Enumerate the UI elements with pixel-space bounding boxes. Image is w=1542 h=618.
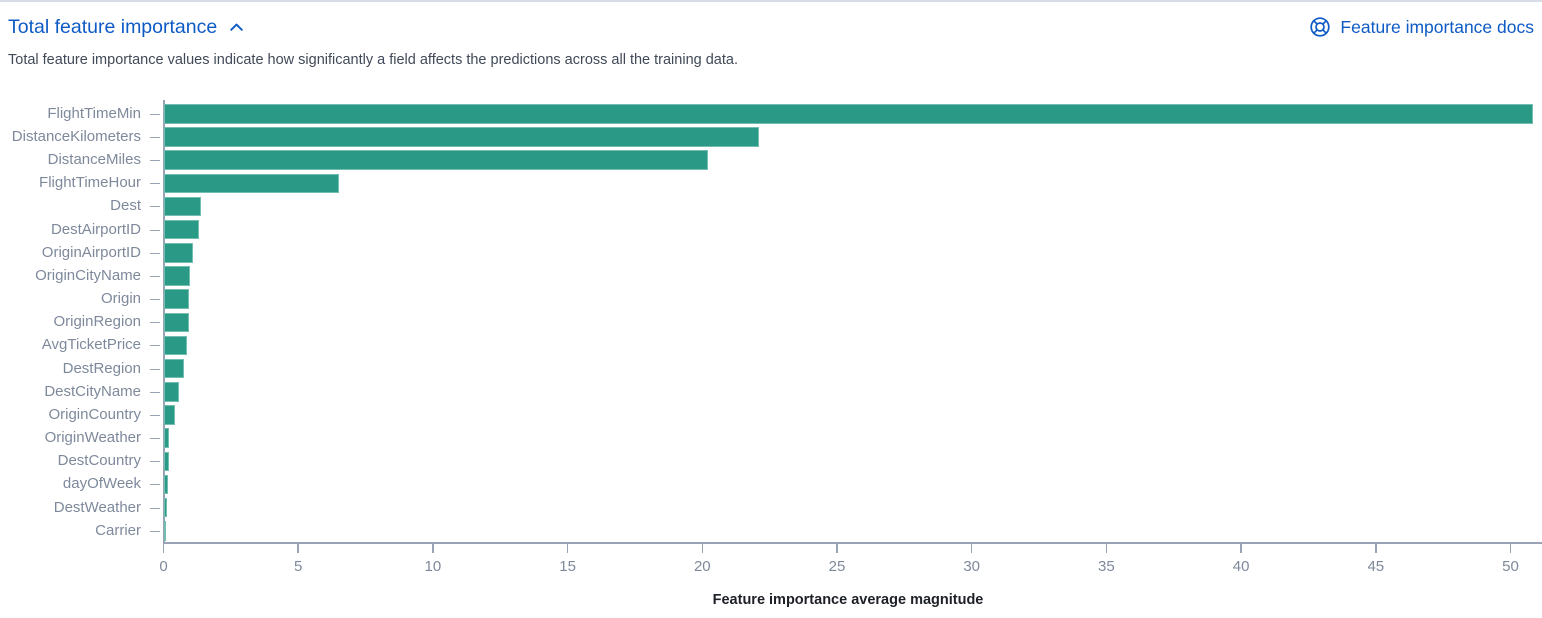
panel-header: Total feature importance Feature importa…	[8, 12, 1534, 42]
x-axis-tick-label: 15	[559, 558, 576, 575]
bar-DestCountry[interactable]	[164, 451, 169, 472]
x-axis-tick	[1509, 544, 1512, 553]
y-axis-label: dayOfWeek	[62, 475, 141, 493]
x-axis-tick	[1240, 544, 1242, 553]
y-axis-tick	[150, 322, 160, 324]
x-axis-tick-label: 0	[159, 558, 168, 575]
bar-OriginWeather[interactable]	[164, 428, 170, 448]
x-axis-tick-label: 45	[1367, 558, 1385, 575]
y-axis-label: OriginWeather	[44, 429, 141, 447]
y-axis-tick	[150, 206, 160, 208]
x-axis-tick	[701, 544, 704, 553]
x-axis-tick	[162, 544, 165, 553]
y-axis-tick	[150, 345, 160, 347]
x-axis-tick	[970, 544, 973, 553]
bar-OriginCityName[interactable]	[164, 266, 190, 286]
x-axis-tick	[1375, 544, 1377, 553]
y-axis-tick	[150, 484, 160, 486]
help-icon	[1309, 16, 1331, 38]
y-axis-tick	[150, 275, 160, 277]
feature-importance-docs-link[interactable]: Feature importance docs	[1309, 16, 1534, 38]
y-axis-tick	[150, 113, 160, 115]
x-axis-tick-label: 5	[294, 558, 303, 575]
y-axis-label: FlightTimeMin	[47, 104, 141, 122]
y-axis-label: Dest	[110, 197, 141, 215]
y-axis-label: OriginCityName	[35, 266, 141, 284]
x-axis-tick	[297, 544, 299, 553]
y-axis-label: Carrier	[95, 521, 141, 539]
bar-OriginAirportID[interactable]	[164, 243, 194, 263]
x-axis-tick-label: 30	[963, 558, 981, 575]
panel-top-border	[0, 0, 1542, 2]
y-axis-label: AvgTicketPrice	[41, 336, 141, 354]
y-axis-label: DestWeather	[53, 498, 141, 516]
y-axis-label: DistanceMiles	[47, 151, 141, 169]
x-axis-tick-label: 40	[1232, 558, 1250, 575]
x-axis-title: Feature importance average magnitude	[712, 592, 984, 608]
bar-dayOfWeek[interactable]	[164, 474, 169, 495]
bar-DistanceMiles[interactable]	[164, 150, 709, 170]
section-title: Total feature importance	[8, 15, 218, 38]
bar-Origin[interactable]	[164, 289, 190, 309]
y-axis-label: DistanceKilometers	[11, 127, 141, 145]
y-axis-label: DestCityName	[44, 382, 141, 400]
y-axis-label: FlightTimeHour	[39, 174, 141, 192]
y-axis-label: OriginCountry	[48, 405, 141, 423]
y-axis-tick	[150, 414, 160, 416]
bar-OriginRegion[interactable]	[164, 312, 189, 333]
bar-DestWeather[interactable]	[164, 497, 168, 518]
y-axis-tick	[150, 461, 160, 463]
y-axis-tick	[150, 299, 160, 301]
y-axis-tick	[150, 438, 160, 440]
y-axis-tick	[150, 183, 160, 185]
bar-DestAirportID[interactable]	[164, 219, 200, 240]
x-axis-tick-label: 35	[1098, 558, 1115, 575]
x-axis-tick-label: 20	[693, 558, 711, 575]
x-axis-tick	[836, 544, 838, 553]
chevron-up-icon	[228, 19, 245, 36]
y-axis-label: DestRegion	[62, 359, 141, 377]
y-axis-tick	[150, 507, 160, 509]
y-axis-label: OriginRegion	[53, 313, 141, 331]
y-axis-label: DestCountry	[57, 452, 141, 470]
y-axis-line	[163, 100, 165, 542]
y-axis-tick	[150, 229, 160, 231]
y-axis-tick	[150, 530, 160, 532]
bar-DestCityName[interactable]	[164, 382, 180, 402]
x-axis-line	[163, 542, 1542, 544]
x-axis-tick	[432, 544, 434, 553]
x-axis-tick	[566, 544, 569, 553]
docs-link-label: Feature importance docs	[1340, 16, 1534, 37]
y-axis-label: OriginAirportID	[41, 243, 141, 261]
x-axis-tick-label: 25	[828, 558, 846, 575]
bar-AvgTicketPrice[interactable]	[164, 335, 188, 356]
x-axis-tick-label: 50	[1502, 558, 1519, 575]
bar-DistanceKilometers[interactable]	[164, 127, 760, 147]
y-axis-label: Origin	[100, 290, 141, 308]
y-axis-tick	[150, 160, 160, 162]
bar-Carrier[interactable]	[164, 521, 166, 541]
bar-FlightTimeMin[interactable]	[164, 104, 1533, 124]
x-axis-tick	[1105, 544, 1108, 553]
x-axis-tick-label: 10	[424, 558, 442, 575]
y-axis-label: DestAirportID	[50, 220, 141, 238]
bar-FlightTimeHour[interactable]	[164, 173, 340, 193]
y-axis-tick	[150, 391, 160, 393]
bar-DestRegion[interactable]	[164, 358, 184, 379]
bar-Dest[interactable]	[164, 196, 201, 217]
y-axis-tick	[150, 136, 160, 138]
total-feature-importance-toggle[interactable]: Total feature importance	[8, 16, 245, 39]
y-axis-tick	[150, 252, 160, 254]
bar-OriginCountry[interactable]	[164, 405, 175, 425]
section-description: Total feature importance values indicate…	[8, 52, 738, 68]
y-axis-tick	[150, 368, 160, 370]
